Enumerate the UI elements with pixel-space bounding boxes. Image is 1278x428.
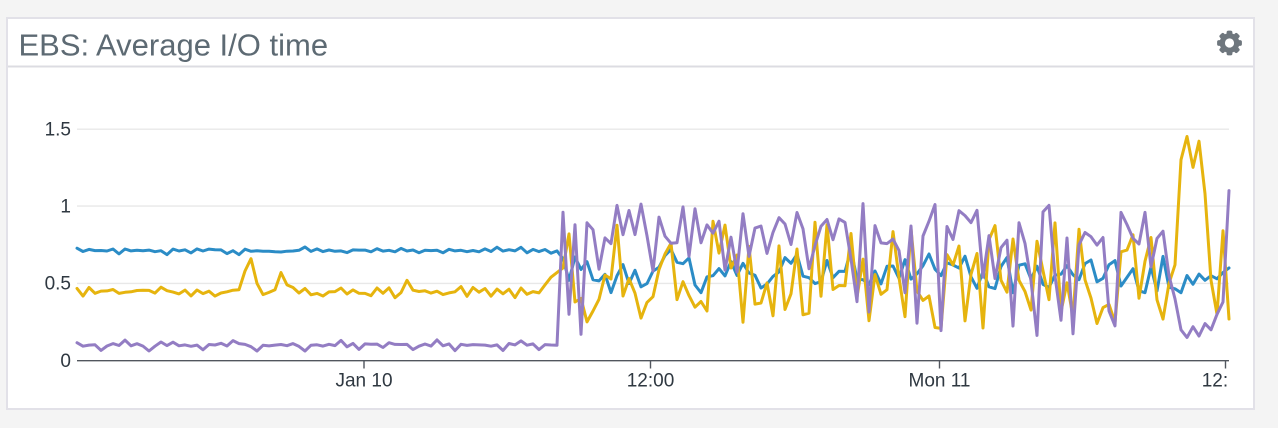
svg-text:EBS: Average I/O time: EBS: Average I/O time: [19, 28, 329, 63]
svg-text:0.5: 0.5: [45, 274, 71, 295]
svg-text:1.5: 1.5: [45, 120, 71, 141]
svg-text:Jan 10: Jan 10: [335, 371, 392, 392]
svg-text:1: 1: [60, 196, 71, 217]
svg-text:Mon 11: Mon 11: [909, 371, 971, 392]
svg-text:12:00: 12:00: [627, 371, 675, 392]
svg-text:12:00: 12:00: [1202, 371, 1250, 392]
svg-text:0: 0: [60, 351, 71, 372]
